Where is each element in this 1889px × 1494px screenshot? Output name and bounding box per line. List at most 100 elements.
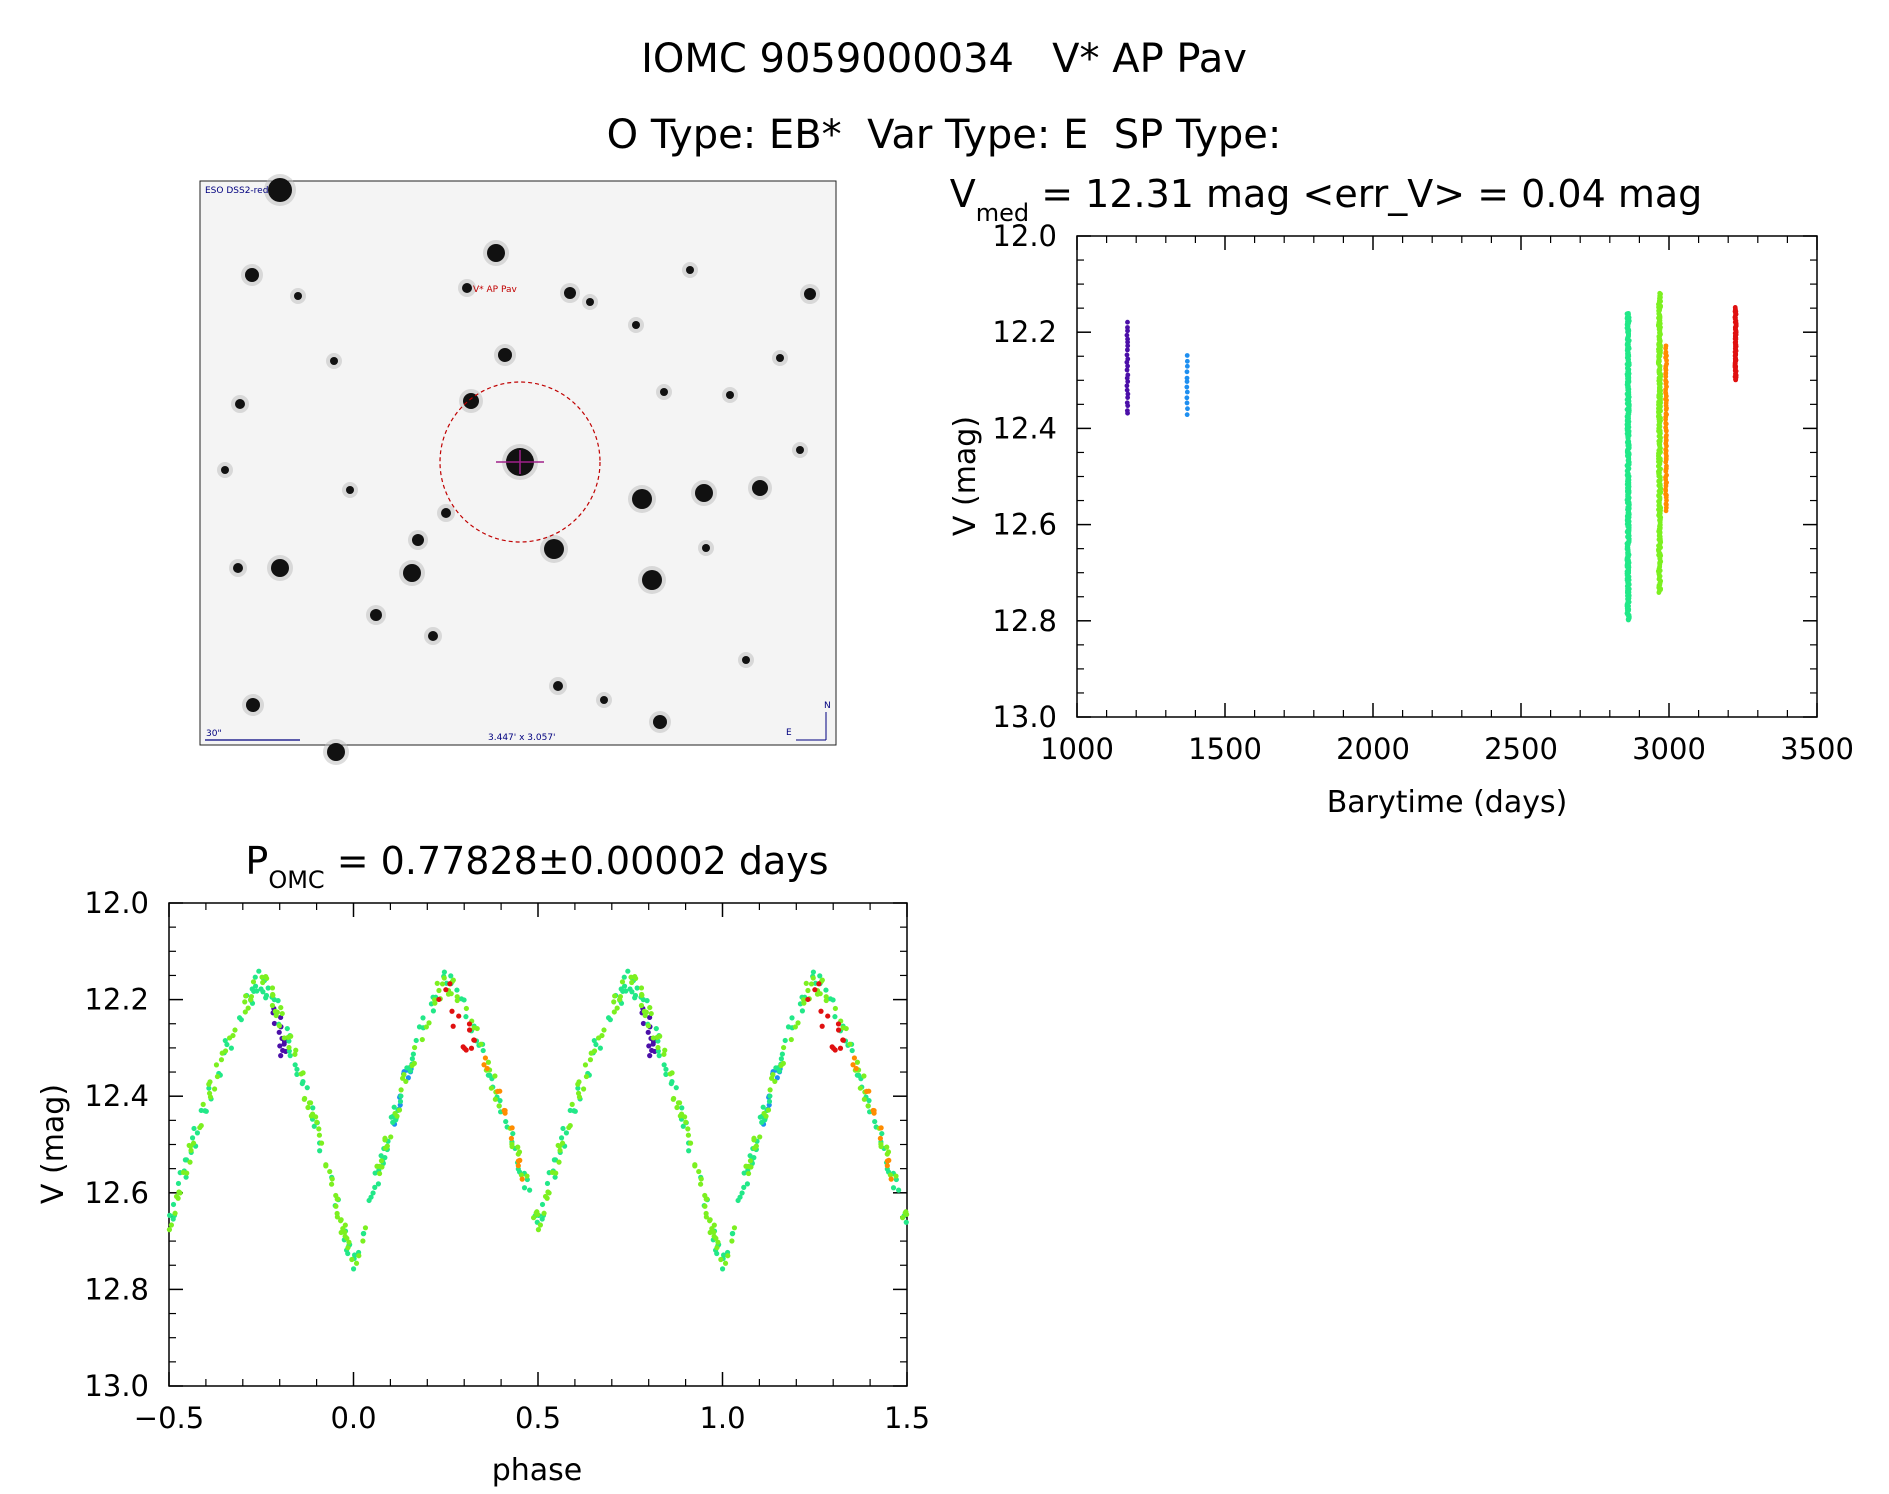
plot2-point: [566, 1124, 572, 1131]
plot2-point: [310, 1105, 316, 1111]
plot2-point: [682, 1114, 688, 1120]
plot1-point: [1125, 347, 1130, 353]
plot2-point: [663, 1066, 669, 1072]
plot2-point: [857, 1085, 863, 1091]
y-tick-label: 12.6: [84, 1176, 149, 1210]
plot2-point: [766, 1098, 773, 1105]
plot1-point: [1656, 590, 1662, 595]
plot2-point: [232, 1027, 238, 1033]
plot2-point: [270, 992, 276, 998]
plot2-point: [757, 1134, 763, 1140]
plot2-point: [709, 1225, 715, 1232]
x-tick-label: 1000: [1040, 732, 1114, 766]
phased-light-curve-plot: POMC = 0.77828±0.00002 days −0.5 0.0 0.5 1.…: [36, 839, 930, 1488]
plot1-point: [1125, 339, 1131, 345]
plot1-point: [1184, 363, 1190, 369]
y-tick-label: 12.4: [992, 411, 1057, 445]
finder-star: [653, 715, 667, 729]
plot2-point: [503, 1118, 509, 1125]
plot1-point: [1663, 417, 1669, 422]
plot2-point: [607, 1017, 613, 1023]
plot2-point: [305, 1104, 311, 1111]
plot2-frame: [168, 902, 908, 1387]
plot2-point: [661, 1051, 667, 1057]
plot2-point: [587, 1057, 594, 1063]
plot2-point: [356, 1253, 362, 1259]
plot2-point: [741, 1184, 747, 1190]
y-tick-label: 12.8: [84, 1272, 149, 1306]
finder-star: [695, 484, 713, 502]
plot2-point: [238, 1017, 244, 1023]
plot2-point: [329, 1176, 335, 1182]
plot2-point: [840, 1037, 846, 1043]
plot1-point: [1184, 358, 1190, 364]
plot2-point: [254, 988, 260, 994]
finder-star: [544, 539, 564, 559]
plot2-point: [871, 1107, 877, 1114]
plot2-point: [621, 974, 627, 980]
plot2-point: [698, 1176, 704, 1182]
plot2-title-main: P: [245, 839, 268, 883]
plot2-point: [879, 1130, 885, 1137]
plot2-point: [398, 1087, 404, 1093]
plot2-point: [650, 1035, 656, 1041]
plot2-point: [222, 1037, 228, 1044]
plot2-point: [818, 1008, 824, 1014]
plot2-point: [638, 985, 645, 991]
plot2-point: [203, 1108, 209, 1114]
plot2-point: [397, 1098, 404, 1105]
plot2-point: [714, 1250, 720, 1257]
plot2-point: [187, 1159, 193, 1165]
plot2-point: [767, 1093, 773, 1099]
plot2-point: [679, 1105, 685, 1111]
plot2-point: [278, 1004, 284, 1011]
plot2-point: [434, 980, 440, 986]
plot2-point: [614, 1005, 620, 1011]
plot2-point: [396, 1107, 403, 1113]
plot2-point: [496, 1103, 502, 1109]
finder-star: [553, 681, 563, 691]
plot2-point: [904, 1211, 910, 1218]
plot2-point: [172, 1210, 178, 1216]
y-tick-label: 12.6: [992, 508, 1057, 542]
plot2-point: [441, 975, 447, 981]
plot2-point: [673, 1085, 679, 1091]
y-tick-label: 13.0: [84, 1369, 149, 1403]
plot2-point: [448, 973, 454, 979]
plot2-point: [184, 1170, 190, 1176]
plot2-point: [175, 1180, 182, 1187]
plot1-point: [1125, 325, 1130, 330]
plot2-point: [816, 981, 822, 987]
plot2-point: [751, 1137, 757, 1143]
plot2-point: [696, 1168, 702, 1175]
plot2-point: [242, 1009, 248, 1015]
plot2-point: [662, 1047, 668, 1053]
plot2-point: [166, 1227, 173, 1233]
plot2-point: [632, 973, 638, 980]
plot1-point: [1124, 383, 1130, 389]
plot2-point: [362, 1225, 369, 1231]
plot2-point: [865, 1103, 871, 1109]
plot2-point: [850, 1062, 856, 1068]
plot2-point: [890, 1185, 897, 1191]
plot2-point: [206, 1081, 212, 1087]
plot2-point: [767, 1087, 773, 1093]
plot2-point: [346, 1239, 352, 1245]
plot2-point: [300, 1079, 306, 1085]
plot1-point: [1125, 319, 1130, 325]
plot2-point: [692, 1163, 698, 1169]
finder-star: [632, 489, 652, 509]
plot2-point: [370, 1190, 376, 1196]
plot2-point: [388, 1134, 394, 1140]
plot2-point: [825, 1013, 831, 1019]
finder-star: [428, 631, 438, 641]
y-tick-label: 12.2: [992, 315, 1057, 349]
plot2-point: [671, 1095, 677, 1102]
plot2-point: [521, 1185, 528, 1191]
finder-star: [702, 544, 710, 552]
plot2-point: [731, 1225, 738, 1231]
plot2-point: [580, 1086, 587, 1092]
plot2-point: [276, 1029, 282, 1035]
plot1-point: [1124, 359, 1130, 365]
plot1-title-main: V: [950, 172, 976, 216]
